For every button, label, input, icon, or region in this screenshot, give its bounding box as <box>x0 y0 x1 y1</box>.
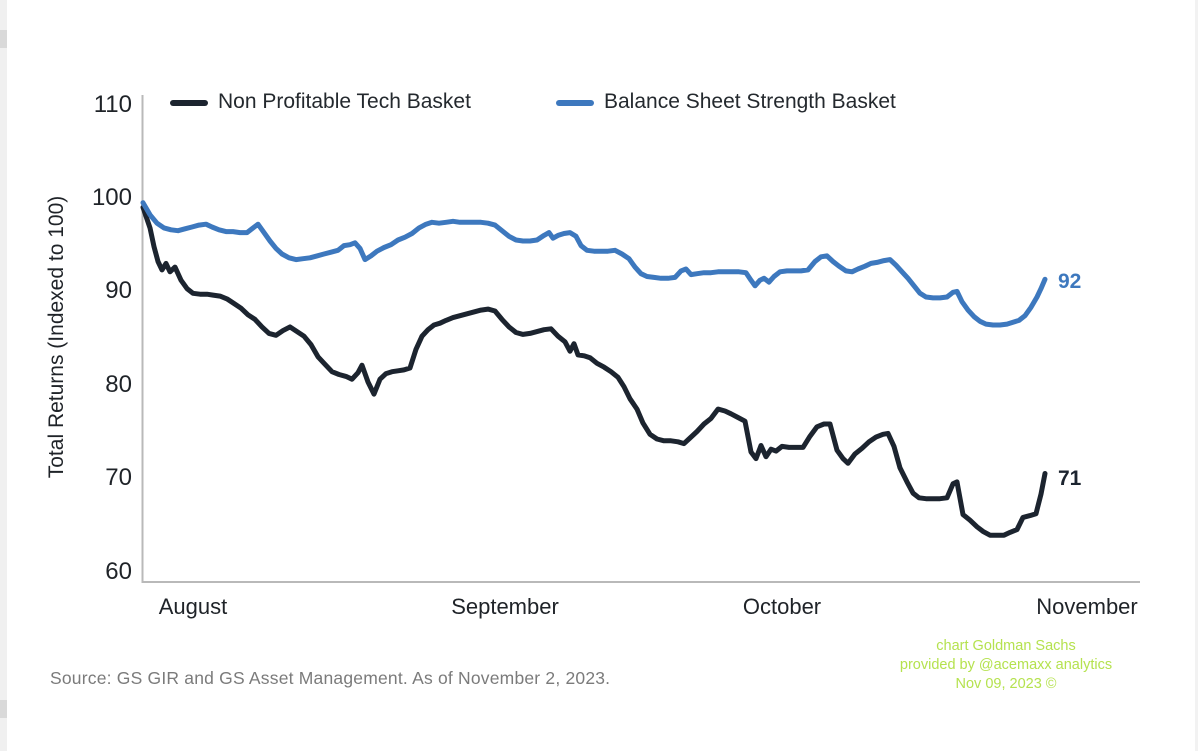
screen-edge-strip-left <box>0 0 7 751</box>
y-tick-110: 110 <box>93 90 132 118</box>
screen-edge-mark-top-left <box>0 30 7 48</box>
legend-label-balance-sheet-strength: Balance Sheet Strength Basket <box>604 90 896 113</box>
series-line-non-profitable-tech-basket <box>140 204 1048 538</box>
screen-edge-strip-right <box>1195 0 1198 751</box>
axis-lines <box>141 95 1140 583</box>
y-tick-80: 80 <box>105 370 132 398</box>
end-value-label-non-profitable-tech: 71 <box>1058 467 1082 490</box>
x-label-october: October <box>742 594 822 619</box>
watermark-line-1: chart Goldman Sachs <box>936 638 1076 654</box>
legend-swatch-non-profitable-tech <box>170 100 208 106</box>
watermark-line-2: provided by @acemaxx analytics <box>899 657 1113 673</box>
x-label-september: September <box>451 594 559 619</box>
y-tick-70: 70 <box>105 464 132 492</box>
y-tick-60: 60 <box>105 557 132 585</box>
watermark-credit: chart Goldman Sachs provided by @acemaxx… <box>858 637 1154 694</box>
watermark-line-3: Nov 09, 2023 © <box>955 676 1057 692</box>
x-label-november: November <box>1036 594 1138 619</box>
legend-label-non-profitable-tech: Non Profitable Tech Basket <box>218 90 471 113</box>
end-value-label-balance-sheet: 92 <box>1058 270 1082 293</box>
y-tick-100: 100 <box>91 184 132 211</box>
source-note: Source: GS GIR and GS Asset Management. … <box>50 668 611 688</box>
y-tick-90: 90 <box>105 277 132 305</box>
x-label-august: August <box>158 594 228 619</box>
legend-swatch-balance-sheet-strength <box>556 100 594 106</box>
screen-edge-mark-bottom-left <box>0 700 7 718</box>
y-axis-title: Total Returns (Indexed to 100) <box>45 195 68 479</box>
series-line-balance-sheet-strength-basket <box>140 200 1048 328</box>
